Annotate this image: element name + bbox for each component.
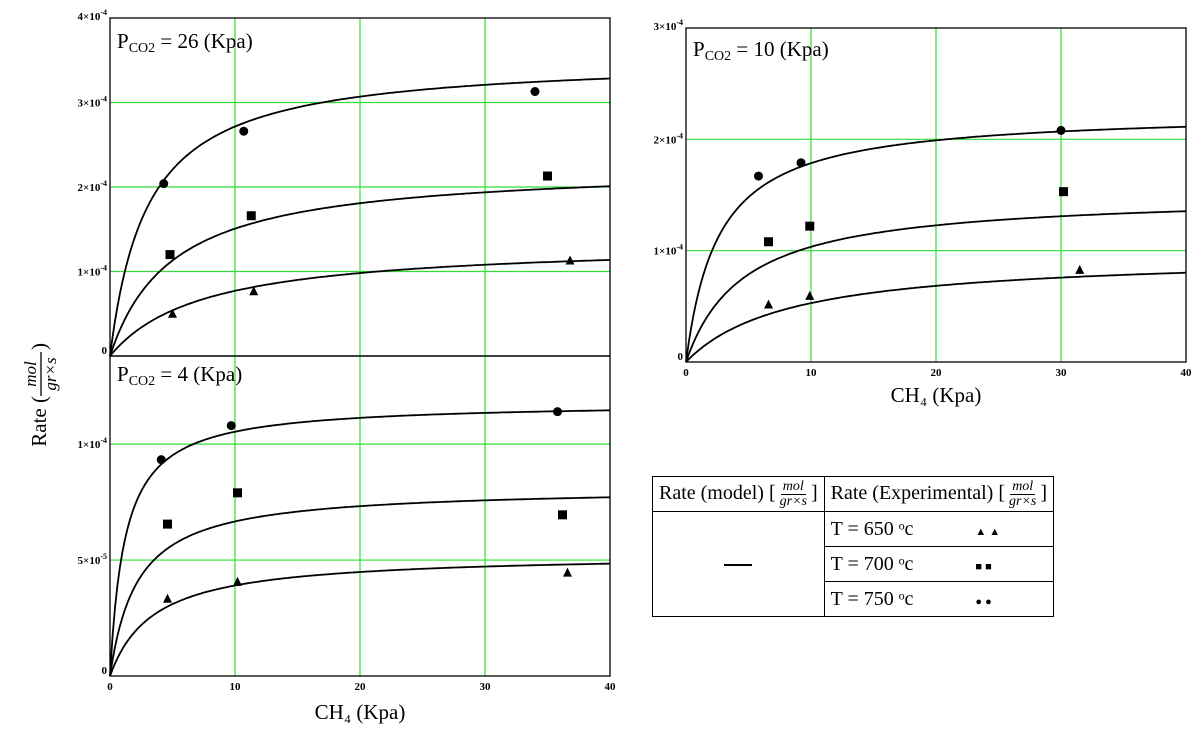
unit-denominator: gr×s <box>1007 495 1038 509</box>
y-tick-label: 3×10-4 <box>78 95 107 110</box>
legend-exp-header-close: ] <box>1040 482 1047 504</box>
data-point-circle <box>754 172 763 181</box>
data-point-triangle <box>233 577 242 586</box>
data-point-square <box>166 250 175 259</box>
data-point-circle <box>1057 126 1066 135</box>
data-point-triangle <box>805 291 814 300</box>
legend-row-700: T = 700 ᵒc ■■ <box>824 547 1053 582</box>
legend-model-header-close: ] <box>811 482 818 504</box>
x-axis-label: CH₄ (Kpa) <box>891 383 982 407</box>
unit-denominator: gr×s <box>778 495 809 509</box>
x-tick-label: 40 <box>605 681 617 693</box>
data-point-circle <box>227 421 236 430</box>
data-point-square <box>247 211 256 220</box>
legend-row-label: T = 700 ᵒc <box>831 553 914 575</box>
x-tick-label: 30 <box>480 681 492 693</box>
data-point-circle <box>159 179 168 188</box>
unit-numerator: mol <box>1010 480 1035 495</box>
y-tick-label: 2×10-4 <box>654 131 683 146</box>
legend-row-750: T = 750 ᵒc ●● <box>824 582 1053 617</box>
y-tick-label: 2×10-4 <box>78 179 107 194</box>
legend-model-header-text: Rate (model) [ <box>659 482 776 504</box>
data-point-square <box>805 222 814 231</box>
data-point-circle <box>797 158 806 167</box>
plot-2: 0 5×10-5 1×10-4 0 10 20 30 40 CH₄ (Kpa) PCO2 = 4 … <box>78 356 616 724</box>
panel-title: PCO2 = 10 (Kpa) <box>693 37 829 64</box>
y-axis-label-prefix: Rate ( <box>27 396 51 447</box>
panel-title: PCO2 = 26 (Kpa) <box>117 29 253 56</box>
data-point-triangle <box>168 309 177 318</box>
legend-row-650: T = 650 ᵒc ▲▲ <box>824 512 1053 547</box>
y-tick-label: 4×10-4 <box>78 8 107 23</box>
panel-title: PCO2 = 4 (Kpa) <box>117 362 242 389</box>
x-tick-label: 0 <box>683 367 689 379</box>
x-tick-label: 20 <box>355 681 367 693</box>
y-tick-label: 1×10-4 <box>78 264 107 279</box>
y-axis-label-numerator: mol <box>21 361 40 387</box>
y-axis-label-suffix: ) <box>27 343 51 350</box>
data-point-square <box>163 520 172 529</box>
x-tick-label: 10 <box>806 367 818 379</box>
unit-numerator: mol <box>781 480 806 495</box>
data-point-triangle <box>1075 265 1084 274</box>
x-tick-label: 0 <box>107 681 113 693</box>
legend-row-label: T = 650 ᵒc <box>831 518 914 540</box>
data-point-square <box>558 510 567 519</box>
y-tick-label: 3×10-4 <box>654 18 683 33</box>
x-tick-label: 40 <box>1181 367 1192 379</box>
triangle-marker-icon: ▲▲ <box>975 526 1003 538</box>
data-point-triangle <box>163 594 172 603</box>
data-point-circle <box>239 127 248 136</box>
data-point-triangle <box>764 299 773 308</box>
data-point-square <box>543 172 552 181</box>
data-point-triangle <box>563 568 572 577</box>
y-tick-label: 0 <box>678 351 684 363</box>
y-tick-label: 1×10-4 <box>654 243 683 258</box>
data-point-triangle <box>566 256 575 265</box>
plot-1: 0 1×10-4 2×10-4 3×10-4 4×10-4 PCO2 = 26 (Kpa) <box>78 8 610 357</box>
y-tick-label: 1×10-4 <box>78 436 107 451</box>
y-tick-label: 5×10-5 <box>78 552 107 567</box>
y-axis-label-denominator: gr×s <box>41 357 60 391</box>
data-point-circle <box>553 407 562 416</box>
legend-model-line-cell <box>653 512 825 617</box>
x-tick-label: 10 <box>230 681 242 693</box>
data-point-square <box>233 488 242 497</box>
x-tick-label: 20 <box>931 367 943 379</box>
legend-row-label: T = 750 ᵒc <box>831 588 914 610</box>
y-tick-label: 0 <box>102 345 108 357</box>
x-axis-label: CH₄ (Kpa) <box>315 700 406 724</box>
x-tick-label: 30 <box>1056 367 1068 379</box>
legend-model-line <box>724 564 752 566</box>
y-tick-label: 0 <box>102 665 108 677</box>
data-point-circle <box>157 455 166 464</box>
data-point-square <box>764 237 773 246</box>
legend-exp-header-text: Rate (Experimental) [ <box>831 482 1005 504</box>
plot-3: 0 1×10-4 2×10-4 3×10-4 0 10 20 30 40 CH₄ (Kpa) PCO… <box>654 18 1192 407</box>
circle-marker-icon: ●● <box>975 596 994 608</box>
square-marker-icon: ■■ <box>975 561 994 573</box>
data-point-circle <box>531 87 540 96</box>
data-point-square <box>1059 187 1068 196</box>
